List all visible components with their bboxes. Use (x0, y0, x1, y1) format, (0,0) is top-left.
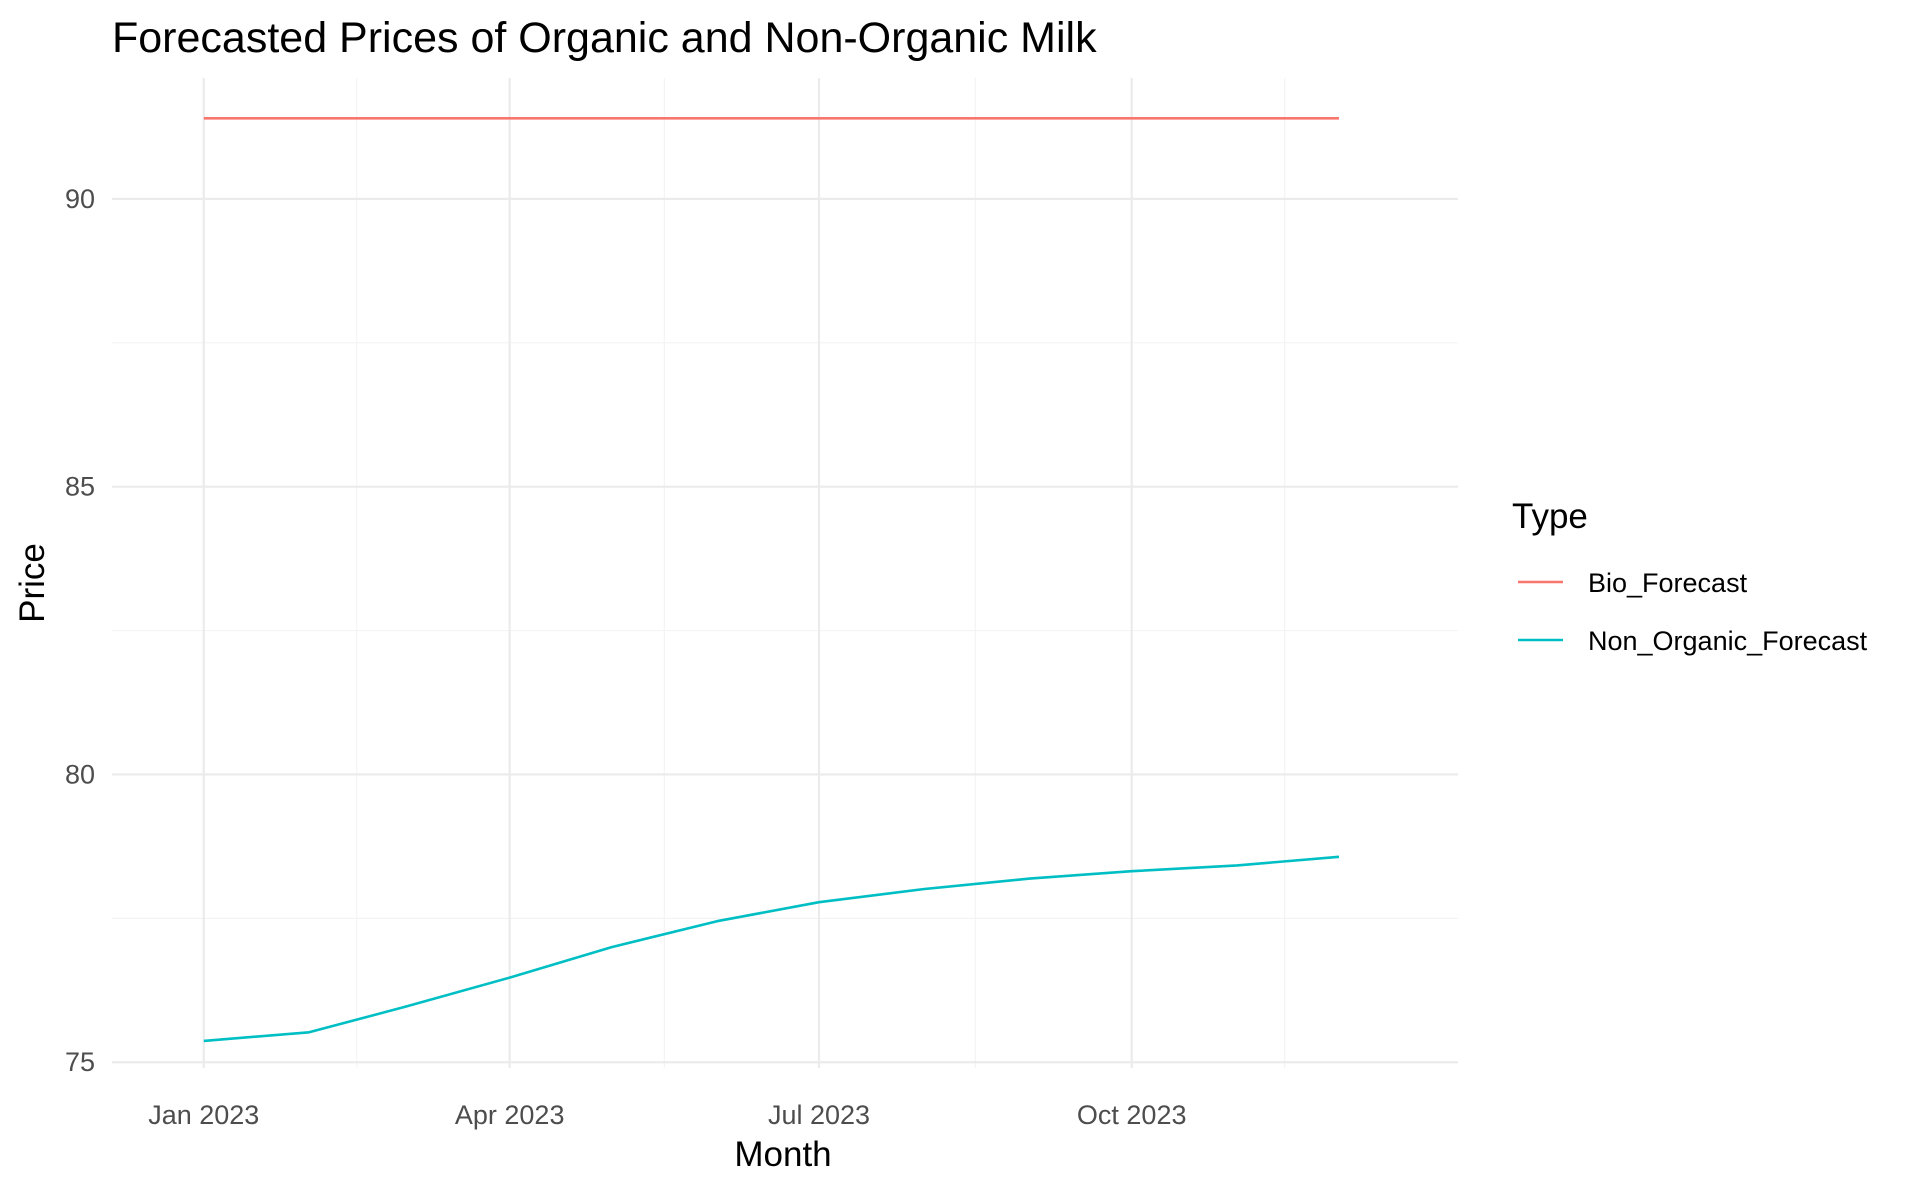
y-tick-label: 90 (65, 184, 95, 214)
y-tick-label: 75 (65, 1047, 95, 1077)
x-axis-title: Month (734, 1135, 831, 1174)
x-tick-label: Oct 2023 (1077, 1100, 1187, 1130)
legend-label-non-organic-forecast: Non_Organic_Forecast (1588, 626, 1868, 656)
legend-label-bio-forecast: Bio_Forecast (1588, 568, 1748, 598)
legend-items: Bio_Forecast Non_Organic_Forecast (1518, 568, 1868, 656)
series-line-non-organic-forecast (203, 855, 1340, 1043)
x-axis-tick-labels: Jan 2023 Apr 2023 Jul 2023 Oct 2023 (148, 1100, 1186, 1130)
legend: Type Bio_Forecast Non_Organic_Forecast (1512, 497, 1868, 656)
major-gridlines (112, 78, 1458, 1068)
x-tick-label: Apr 2023 (455, 1100, 565, 1130)
x-tick-label: Jul 2023 (768, 1100, 870, 1130)
y-tick-label: 80 (65, 759, 95, 789)
series-lines (203, 117, 1340, 1043)
y-axis-title: Price (13, 543, 52, 623)
y-tick-label: 85 (65, 472, 95, 502)
x-tick-label: Jan 2023 (148, 1100, 259, 1130)
minor-gridlines (112, 78, 1458, 1068)
chart-title: Forecasted Prices of Organic and Non-Org… (112, 14, 1097, 62)
legend-title: Type (1512, 497, 1588, 536)
y-axis-tick-labels: 75 80 85 90 (65, 184, 95, 1077)
